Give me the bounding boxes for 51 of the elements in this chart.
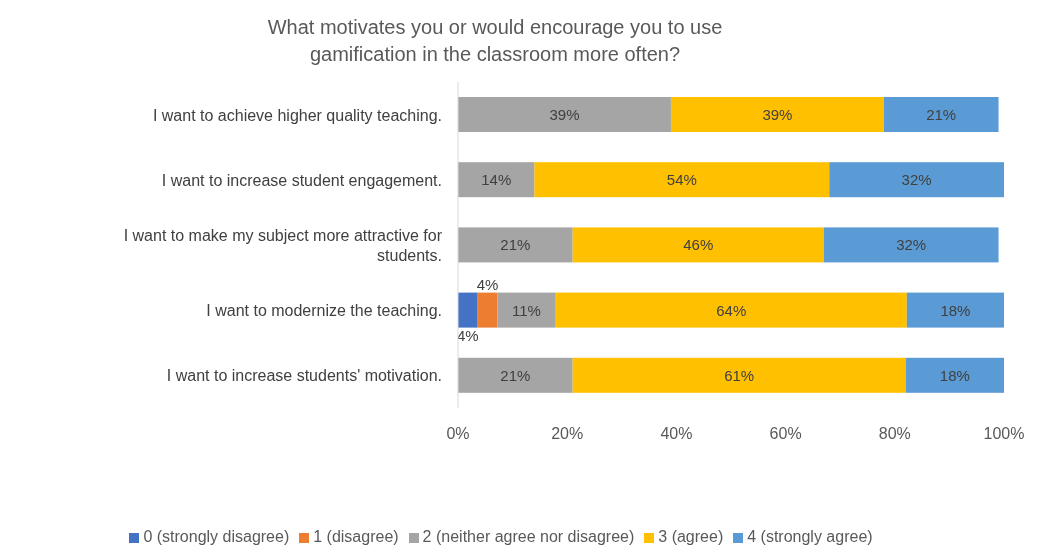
data-label: 21% bbox=[500, 366, 531, 384]
data-label: 64% bbox=[716, 301, 747, 319]
legend-label: 4 (strongly agree) bbox=[747, 528, 873, 545]
bar bbox=[458, 357, 573, 393]
legend-label: 2 (neither agree nor disagree) bbox=[422, 528, 635, 545]
data-label: 39% bbox=[549, 106, 580, 123]
legend-label: 1 (disagree) bbox=[313, 528, 399, 545]
bar bbox=[823, 227, 999, 263]
y-tick-label: I want to modernize the teaching. bbox=[206, 301, 442, 319]
x-tick-label: 100% bbox=[983, 425, 1025, 443]
legend-label: 3 (agree) bbox=[658, 528, 724, 545]
bar bbox=[905, 357, 1004, 393]
y-tick-label: I want to achieve higher quality teaching. bbox=[152, 106, 442, 124]
x-tick-label: 0% bbox=[446, 425, 470, 443]
bar bbox=[458, 97, 671, 132]
data-label: 54% bbox=[666, 171, 697, 189]
data-label: 39% bbox=[762, 106, 793, 123]
x-tick-label: 60% bbox=[769, 425, 802, 443]
bar bbox=[458, 292, 478, 328]
data-label: 11% bbox=[512, 301, 541, 319]
bar bbox=[572, 357, 906, 393]
y-tick-label: I want to increase students' motivation. bbox=[166, 366, 442, 384]
data-label: 21% bbox=[500, 236, 531, 254]
bar bbox=[497, 292, 556, 328]
bar bbox=[883, 97, 999, 132]
y-tick-label: I want to increase student engagement. bbox=[161, 171, 442, 189]
x-tick-label: 20% bbox=[551, 425, 584, 443]
bar bbox=[829, 162, 1004, 198]
bar bbox=[906, 292, 1004, 328]
data-label: 4% bbox=[456, 327, 479, 345]
data-label: 61% bbox=[724, 366, 755, 384]
chart-title: What motivates you or would encourage you to use gamification in the classroom more often? bbox=[266, 15, 724, 67]
bar bbox=[670, 97, 884, 132]
bar bbox=[458, 227, 573, 263]
data-label: 32% bbox=[896, 236, 927, 254]
bar bbox=[458, 162, 535, 198]
data-label: 32% bbox=[901, 171, 932, 189]
x-tick-label: 80% bbox=[878, 425, 911, 443]
data-label: 18% bbox=[939, 366, 970, 384]
data-label: 21% bbox=[926, 106, 957, 123]
data-label: 18% bbox=[940, 301, 971, 319]
data-label: 14% bbox=[481, 171, 512, 189]
data-label: 4% bbox=[476, 276, 499, 294]
bar bbox=[572, 227, 824, 263]
data-label: 46% bbox=[683, 236, 714, 254]
x-tick-label: 40% bbox=[660, 425, 693, 443]
bar bbox=[477, 292, 498, 328]
y-tick-label: I want to make my subject more attractive for students. bbox=[123, 226, 443, 264]
bar bbox=[555, 292, 907, 328]
legend-label: 0 (strongly disagree) bbox=[143, 528, 290, 545]
bar bbox=[534, 162, 830, 198]
